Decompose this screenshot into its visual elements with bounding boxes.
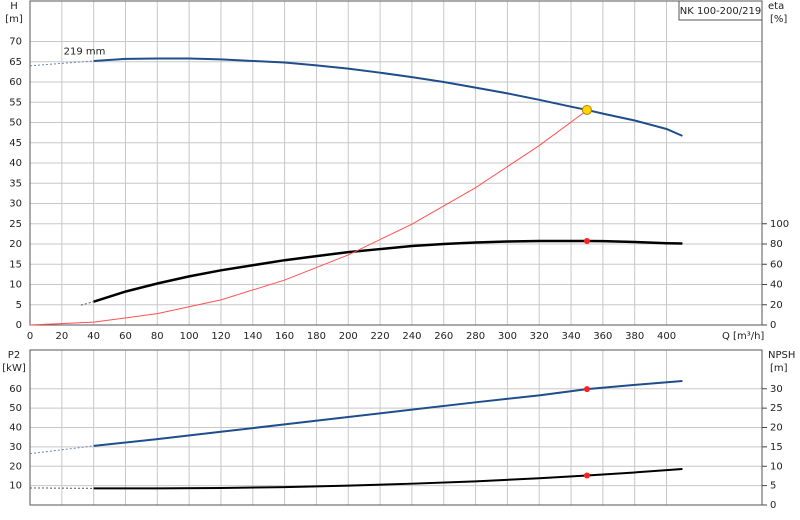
y-tick-label: 20 bbox=[9, 461, 22, 472]
x-tick-label: 320 bbox=[530, 331, 549, 342]
y-tick-label: 60 bbox=[9, 384, 22, 395]
y2-tick-label: 30 bbox=[770, 384, 783, 395]
plot-frame bbox=[29, 349, 763, 506]
x-tick-label: 200 bbox=[339, 331, 358, 342]
x-tick-label: 20 bbox=[55, 331, 68, 342]
y2-axis-label: NPSH bbox=[768, 350, 795, 361]
y2-tick-label: 0 bbox=[770, 500, 776, 511]
x-tick-label: 100 bbox=[180, 331, 199, 342]
y2-tick-label: 100 bbox=[770, 219, 789, 230]
duty-point bbox=[581, 104, 592, 115]
y2-tick-label: 15 bbox=[770, 442, 783, 453]
y2-tick-label: 10 bbox=[770, 461, 783, 472]
curve bbox=[93, 239, 683, 303]
x-tick-label: 140 bbox=[243, 331, 262, 342]
duty-point bbox=[583, 237, 590, 244]
y-axis-unit: [m] bbox=[5, 14, 23, 25]
y-tick-label: 65 bbox=[9, 57, 22, 68]
y-tick-label: 70 bbox=[9, 37, 22, 48]
title-box bbox=[678, 0, 763, 21]
x-tick-label: 400 bbox=[657, 331, 676, 342]
y-axis-label: H bbox=[10, 1, 18, 12]
curve bbox=[29, 109, 588, 326]
y2-axis-label: eta bbox=[768, 1, 784, 12]
x-tick-label: 120 bbox=[211, 331, 230, 342]
x-tick-label: 220 bbox=[371, 331, 390, 342]
y2-tick-label: 20 bbox=[770, 300, 783, 311]
y-tick-label: 10 bbox=[9, 481, 22, 492]
y-axis-label: P2 bbox=[8, 350, 20, 361]
y2-tick-label: 60 bbox=[770, 259, 783, 270]
x-tick-label: 40 bbox=[87, 331, 100, 342]
y2-tick-label: 80 bbox=[770, 239, 783, 250]
y-tick-label: 30 bbox=[9, 199, 22, 210]
x-tick-label: 300 bbox=[498, 331, 517, 342]
curve bbox=[93, 57, 683, 137]
y-tick-label: 15 bbox=[9, 259, 22, 270]
plot-frame bbox=[29, 0, 763, 326]
y-tick-label: 45 bbox=[9, 138, 22, 149]
y2-axis-unit: [%] bbox=[770, 14, 787, 25]
x-tick-label: 160 bbox=[275, 331, 294, 342]
y-tick-label: 55 bbox=[9, 97, 22, 108]
annotation: 219 mm bbox=[64, 47, 106, 58]
x-tick-label: 180 bbox=[307, 331, 326, 342]
y-tick-label: 50 bbox=[9, 403, 22, 414]
duty-point bbox=[583, 472, 590, 479]
y-tick-label: 40 bbox=[9, 158, 22, 169]
y-tick-label: 35 bbox=[9, 178, 22, 189]
y-axis-unit: [kW] bbox=[2, 363, 26, 374]
y-tick-label: 50 bbox=[9, 118, 22, 129]
chart-title: NK 100-200/219 bbox=[680, 6, 761, 17]
x-tick-label: 240 bbox=[402, 331, 421, 342]
y2-tick-label: 5 bbox=[770, 481, 776, 492]
y-tick-label: 40 bbox=[9, 423, 22, 434]
x-tick-label: 80 bbox=[151, 331, 164, 342]
y-tick-label: 0 bbox=[16, 320, 22, 331]
y-tick-label: 20 bbox=[9, 239, 22, 250]
x-tick-label: 360 bbox=[593, 331, 612, 342]
x-tick-label: 0 bbox=[27, 331, 33, 342]
curve bbox=[29, 445, 94, 455]
x-tick-label: 340 bbox=[561, 331, 580, 342]
x-tick-label: 260 bbox=[434, 331, 453, 342]
x-tick-label: 60 bbox=[119, 331, 132, 342]
y-tick-label: 25 bbox=[9, 219, 22, 230]
y2-tick-label: 20 bbox=[770, 423, 783, 434]
curve bbox=[93, 467, 683, 490]
y-tick-label: 60 bbox=[9, 77, 22, 88]
y2-tick-label: 40 bbox=[770, 280, 783, 291]
y-tick-label: 30 bbox=[9, 442, 22, 453]
duty-point bbox=[583, 386, 590, 393]
y-tick-label: 5 bbox=[16, 300, 22, 311]
curve bbox=[29, 60, 94, 67]
x-axis-label: Q [m³/h] bbox=[722, 331, 764, 342]
x-tick-label: 380 bbox=[625, 331, 644, 342]
y2-tick-label: 0 bbox=[770, 320, 776, 331]
y-tick-label: 10 bbox=[9, 280, 22, 291]
y2-axis-unit: [m] bbox=[770, 363, 788, 374]
y2-tick-label: 25 bbox=[770, 403, 783, 414]
curve bbox=[93, 380, 683, 447]
x-tick-label: 280 bbox=[466, 331, 485, 342]
